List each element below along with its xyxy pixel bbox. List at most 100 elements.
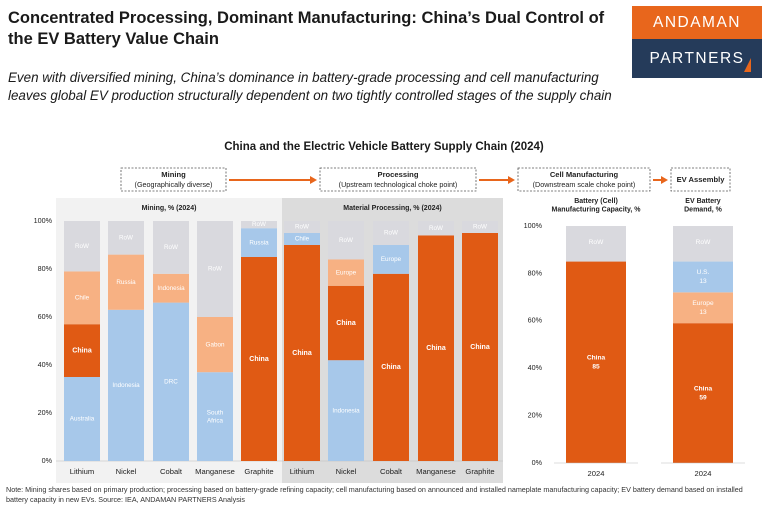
chart-title: China and the Electric Vehicle Battery S… [224, 141, 544, 153]
y-tick-label: 20% [38, 408, 53, 417]
bar-segment-material-processing-graphite-row [462, 221, 498, 233]
segment-label-lithium-chile: Chile [295, 236, 310, 243]
segment-label-ev-demand-europe-value: 13 [699, 309, 707, 316]
y-tick-label: 40% [38, 360, 53, 369]
y-tick-label: 100% [34, 216, 53, 225]
stage-box-ev-assembly [670, 167, 731, 192]
bar-segment-material-processing-cobalt-china [373, 273, 409, 461]
bar-segment-mining-lithium-chile [64, 271, 100, 325]
segment-label-cobalt-europe: Europe [381, 256, 402, 263]
logo-line1: ANDAMAN [652, 14, 741, 31]
segment-label-cobalt-row: RoW [164, 244, 178, 251]
bar-segment-mining-nickel-row [108, 221, 144, 255]
y-tick-label: 0% [42, 456, 53, 465]
bar-segment-material-processing-nickel-row [328, 221, 364, 260]
bar-segment-mining-cobalt-row [153, 221, 189, 274]
segment-label-nickel-indonesia: Indonesia [332, 407, 360, 414]
bar-segment-cell-manufacturing-row [566, 226, 626, 262]
bar-segment-material-processing-lithium-china [284, 245, 320, 461]
bar-segment-ev-demand-u-s [673, 261, 733, 293]
segment-label-nickel-row: RoW [119, 234, 133, 241]
chart-subtitle-cell-manufacturing: Manufacturing Capacity, % [552, 206, 642, 213]
bar-segment-material-processing-cobalt-europe [373, 245, 409, 274]
y-tick-label-cell-manufacturing: 60% [528, 316, 543, 325]
segment-label-manganese-china: China [426, 345, 446, 352]
segment-label-graphite-china: China [249, 356, 269, 363]
segment-label-lithium-chile: Chile [75, 294, 90, 301]
segment-label-graphite-row: RoW [473, 224, 487, 231]
stage-title-mining: Mining [161, 170, 186, 179]
bar-segment-mining-graphite-row [241, 221, 277, 229]
x-category-label: Lithium [70, 467, 94, 476]
logo-line2: PARTNERS [649, 50, 745, 67]
chart-subtitle-ev-demand: EV Battery [685, 198, 721, 205]
segment-label-manganese-row: RoW [208, 266, 222, 273]
segment-label-ev-demand-europe: Europe [692, 300, 714, 307]
bar-segment-mining-lithium-china [64, 324, 100, 377]
segment-label-lithium-row: RoW [75, 243, 89, 250]
bar-segment-cell-manufacturing-china [566, 261, 626, 463]
bar-segment-material-processing-nickel-indonesia [328, 360, 364, 461]
page-subtitle: Even with diversified mining, China’s do… [8, 70, 612, 103]
segment-label-lithium-row: RoW [295, 224, 309, 231]
segment-label-nickel-europe: Europe [336, 269, 357, 276]
bar-segment-mining-graphite-china [241, 257, 277, 461]
segment-label-manganese-gabon: Gabon [206, 341, 225, 348]
x-category-label-cell-manufacturing: 2024 [588, 469, 605, 478]
x-category-label: Lithium [290, 467, 314, 476]
bar-segment-mining-nickel-indonesia [108, 309, 144, 461]
segment-label-graphite-russia: Russia [249, 239, 269, 246]
segment-label-graphite-row: RoW [252, 221, 266, 228]
bar-segment-material-processing-graphite-china [462, 233, 498, 461]
x-category-label: Nickel [336, 467, 357, 476]
segment-label-nickel-row: RoW [339, 237, 353, 244]
segment-label-manganese-south-africa: South [207, 409, 224, 416]
stage-sub-cell-manufacturing: (Downstream scale choke point) [533, 180, 636, 189]
x-category-label: Nickel [116, 467, 137, 476]
bar-segment-ev-demand-europe [673, 292, 733, 324]
stage-arrowhead-1 [310, 176, 317, 184]
logo-stripe [632, 6, 762, 39]
x-category-label-ev-demand: 2024 [695, 469, 712, 478]
footnote: Note: Mining shares based on primary pro… [6, 485, 743, 504]
bar-segment-material-processing-nickel-europe [328, 259, 364, 286]
chart-subtitle-cell-manufacturing: Battery (Cell) [574, 198, 618, 205]
bar-segment-ev-demand-china [673, 323, 733, 463]
segment-label-ev-demand-china: China [694, 385, 713, 392]
y-tick-label-cell-manufacturing: 100% [524, 221, 543, 230]
company-logo: ANDAMAN PARTNERS [632, 6, 762, 78]
segment-label-cell-manufacturing-china-value: 85 [592, 364, 600, 371]
panel-title-mining: Mining, % (2024) [142, 205, 197, 212]
segment-label-manganese-south-africa: Africa [207, 417, 224, 424]
bar-segment-material-processing-nickel-china [328, 285, 364, 361]
bar-segment-material-processing-lithium-row [284, 221, 320, 233]
bar-segment-mining-manganese-row [197, 221, 233, 317]
segment-label-cobalt-indonesia: Indonesia [157, 285, 185, 292]
stage-box-cell-manufacturing [517, 167, 651, 192]
segment-label-cobalt-drc: DRC [164, 378, 178, 385]
stage-sub-processing: (Upstream technological choke point) [339, 180, 458, 189]
bar-segment-material-processing-lithium-chile [284, 233, 320, 245]
x-category-label: Graphite [244, 467, 273, 476]
bar-segment-material-processing-manganese-china [418, 235, 454, 461]
bar-segment-mining-manganese-south-africa [197, 372, 233, 461]
bar-segment-ev-demand-row [673, 226, 733, 262]
bar-segment-mining-lithium-australia [64, 377, 100, 461]
stage-title-cell-manufacturing: Cell Manufacturing [550, 170, 619, 179]
panel-title-processing: Material Processing, % (2024) [343, 205, 441, 212]
segment-label-lithium-china: China [72, 347, 92, 354]
bar-segment-mining-manganese-gabon [197, 317, 233, 373]
segment-label-lithium-china: China [292, 350, 312, 357]
chart-subtitle-ev-demand: Demand, % [684, 206, 723, 213]
y-tick-label-cell-manufacturing: 40% [528, 363, 543, 372]
segment-label-lithium-australia: Australia [70, 416, 95, 423]
segment-label-cell-manufacturing-row: RoW [589, 239, 604, 246]
bar-segment-mining-graphite-russia [241, 228, 277, 257]
y-tick-label-cell-manufacturing: 80% [528, 268, 543, 277]
segment-label-ev-demand-china-value: 59 [699, 394, 707, 401]
stage-box-processing [319, 167, 477, 192]
y-tick-label: 80% [38, 264, 53, 273]
stage-title-processing: Processing [378, 170, 419, 179]
x-category-label: Cobalt [380, 467, 403, 476]
